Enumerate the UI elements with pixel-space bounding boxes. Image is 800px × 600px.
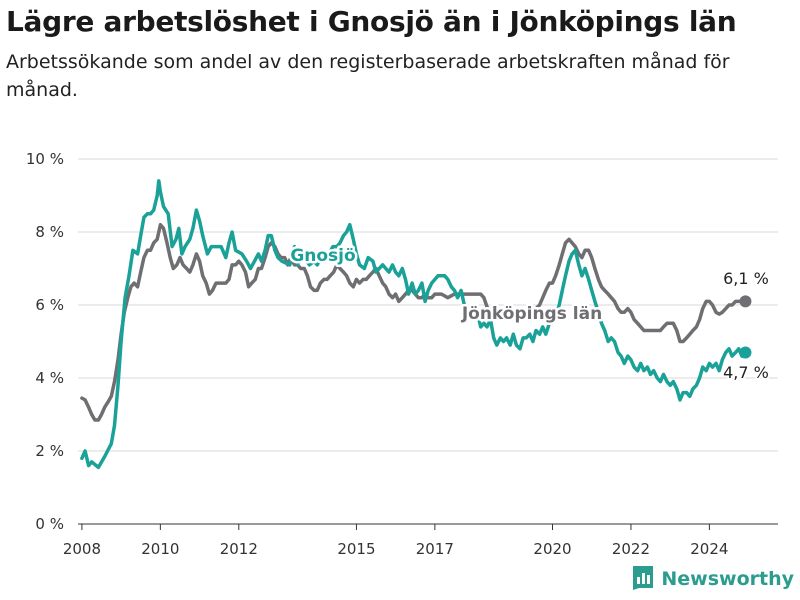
x-tick-label: 2010 <box>141 540 179 558</box>
x-tick-label: 2017 <box>416 540 454 558</box>
y-tick-label: 0 % <box>35 515 64 533</box>
series-lines <box>80 179 752 470</box>
y-tick-label: 2 % <box>35 442 64 460</box>
end-point-gnosjo <box>739 346 752 359</box>
y-tick-label: 6 % <box>35 296 64 314</box>
end-label-gnosjo: 4,7 % <box>723 363 769 382</box>
x-tick-label: 2020 <box>533 540 571 558</box>
series-label-jonkopings-lan: Jönköpings län <box>461 304 602 324</box>
series-line-gnosjo <box>80 179 748 470</box>
x-axis-ticks: 2008 2010 2012 2015 2017 2020 2022 2024 <box>63 524 728 558</box>
y-tick-label: 10 % <box>26 150 64 168</box>
bar-chart-icon <box>631 564 655 594</box>
series-line-jonkoping <box>80 222 748 422</box>
end-label-jonkopings-lan: 6,1 % <box>723 269 769 288</box>
series-labels: Gnosjö Jönköpings län 6,1 % 4,7 % <box>288 244 771 385</box>
gridlines <box>78 158 778 525</box>
x-tick-label: 2024 <box>690 540 728 558</box>
x-tick-label: 2015 <box>337 540 375 558</box>
y-tick-label: 8 % <box>35 223 64 241</box>
y-axis-ticks: 0 % 2 % 4 % 6 % 8 % 10 % <box>26 150 64 533</box>
series-label-gnosjo: Gnosjö <box>290 246 355 266</box>
newsworthy-logo: Newsworthy <box>631 564 794 594</box>
x-tick-label: 2008 <box>63 540 101 558</box>
chart-subtitle: Arbetssökande som andel av den registerb… <box>6 51 730 101</box>
brand-name: Newsworthy <box>661 568 794 590</box>
x-tick-label: 2012 <box>220 540 258 558</box>
x-tick-label: 2022 <box>612 540 650 558</box>
y-tick-label: 4 % <box>35 369 64 387</box>
chart-title: Lägre arbetslöshet i Gnosjö än i Jönköpi… <box>6 5 737 38</box>
end-point-jonkoping <box>739 295 752 308</box>
